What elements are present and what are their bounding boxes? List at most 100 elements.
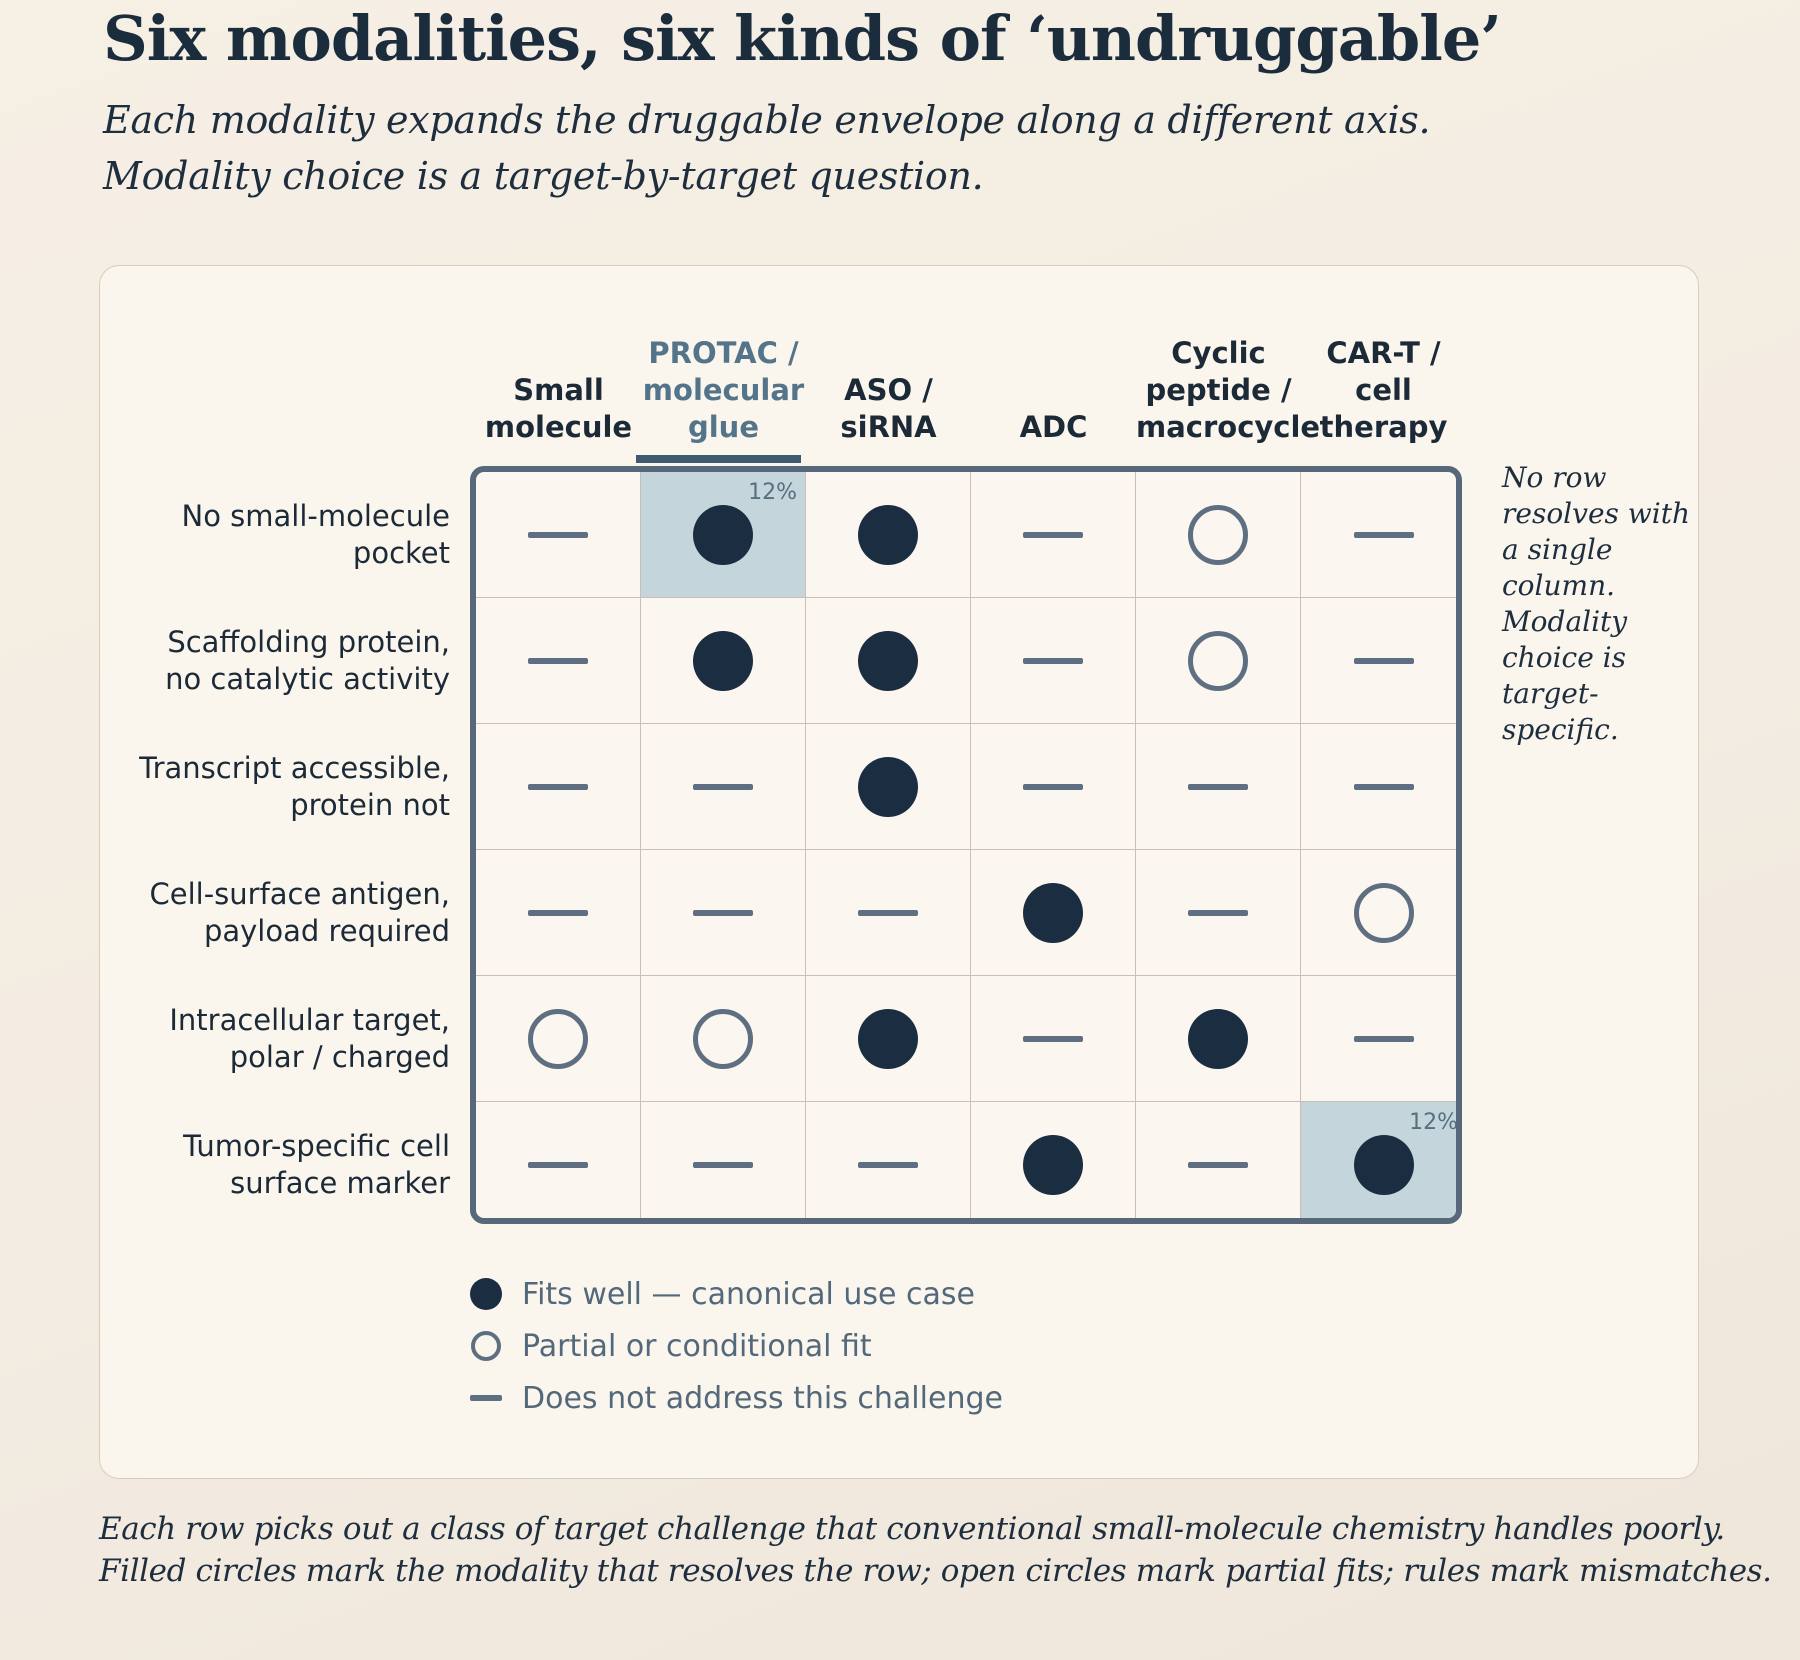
row-label-line: Scaffolding protein, [167, 625, 450, 659]
matrix-cell [806, 598, 971, 724]
matrix-cell [806, 850, 971, 976]
column-header-line: PROTAC / [648, 336, 799, 370]
matrix-cell [1301, 850, 1456, 976]
dash-mark [1188, 909, 1248, 916]
matrix-cell [971, 598, 1136, 724]
row-label-line: polar / charged [229, 1040, 450, 1074]
matrix-cell [476, 724, 641, 850]
column-header-line: ASO / [844, 373, 933, 407]
side-note: No row resolves with a single column. Mo… [1502, 461, 1691, 746]
row-label-line: payload required [203, 914, 450, 948]
legend-item-partial-fit: Partial or conditional fit [470, 1326, 872, 1366]
column-header-line: CAR-T / [1326, 336, 1441, 370]
column-header-line: therapy [1319, 410, 1448, 444]
matrix-cell [476, 850, 641, 976]
matrix-cell [476, 598, 641, 724]
column-highlight-bar [636, 455, 801, 463]
matrix-cell: 12% [641, 472, 806, 598]
matrix-cell [971, 850, 1136, 976]
column-header: ADC [971, 409, 1136, 446]
legend-item-fits-well: Fits well — canonical use case [470, 1274, 975, 1314]
column-header: Cyclic peptide / macrocycle [1136, 335, 1320, 446]
dash-mark [1188, 783, 1248, 790]
column-header-line: Cyclic [1171, 336, 1266, 370]
row-label-line: No small-molecule [181, 499, 450, 533]
legend-label: Fits well — canonical use case [522, 1276, 976, 1312]
dash-mark [858, 1162, 918, 1168]
row-label-line: Tumor-specific cell [183, 1129, 450, 1163]
filled-circle-mark [858, 756, 918, 817]
column-header-line: peptide / [1145, 373, 1292, 407]
matrix-cell [971, 472, 1136, 598]
matrix-cell [641, 976, 806, 1102]
matrix-cell [641, 1102, 806, 1218]
column-header-line: cell [1355, 373, 1412, 407]
filled-circle-mark [1023, 882, 1083, 943]
dash-mark [858, 909, 918, 916]
dash-mark [1353, 1035, 1414, 1042]
row-label-line: protein not [290, 788, 450, 822]
page-title: Six modalities, six kinds of ‘undruggabl… [103, 2, 1502, 75]
filled-circle-mark [858, 630, 918, 691]
filled-circle-mark [858, 1008, 918, 1069]
dash-mark [528, 1162, 588, 1168]
open-circle-mark [1188, 504, 1248, 565]
matrix-cell [641, 598, 806, 724]
row-label-line: no catalytic activity [165, 662, 450, 696]
dash-mark [1023, 531, 1083, 538]
matrix-cell [476, 976, 641, 1102]
open-circle-mark [1353, 882, 1414, 943]
matrix-cell [476, 1102, 641, 1218]
dash-mark [1023, 783, 1083, 790]
matrix-cell [971, 1102, 1136, 1218]
matrix-cell [1136, 976, 1301, 1102]
column-header: Small molecule [476, 372, 641, 446]
matrix-cell [1136, 598, 1301, 724]
dash-mark [528, 657, 588, 664]
modality-matrix: 12% 12% [470, 466, 1462, 1224]
matrix-cell [476, 472, 641, 598]
matrix-cell [1301, 976, 1456, 1102]
column-header-line: Small [513, 373, 604, 407]
filled-circle-mark [693, 504, 753, 565]
legend-label: Partial or conditional fit [522, 1328, 872, 1364]
highlight-percent-label: 12% [748, 480, 797, 505]
dash-mark [1188, 1162, 1248, 1168]
legend-label: Does not address this challenge [522, 1380, 1003, 1416]
open-circle-mark [528, 1008, 588, 1069]
filled-circle-mark [1353, 1135, 1414, 1195]
row-label: No small-molecule pocket [182, 498, 450, 572]
row-label-line: surface marker [230, 1166, 450, 1200]
dash-mark [1023, 1035, 1083, 1042]
figure-caption: Each row picks out a class of target cha… [99, 1508, 1772, 1592]
matrix-cell [1301, 724, 1456, 850]
dash-mark [1023, 657, 1083, 664]
column-header-line: molecule [484, 410, 633, 444]
row-label: Scaffolding protein, no catalytic activit… [165, 624, 450, 698]
row-label: Tumor-specific cell surface marker [183, 1128, 450, 1202]
open-circle-icon [470, 1329, 504, 1363]
filled-circle-mark [858, 504, 918, 565]
column-header-line: glue [687, 410, 759, 444]
row-label: Transcript accessible, protein not [139, 750, 450, 824]
dash-mark [528, 783, 588, 790]
subtitle-line: Each modality expands the druggable enve… [103, 98, 1431, 142]
matrix-cell [806, 472, 971, 598]
column-header: PROTAC / molecular glue [641, 335, 806, 446]
highlight-percent-label: 12% [1409, 1110, 1458, 1135]
matrix-cell [971, 976, 1136, 1102]
dash-mark [528, 909, 588, 916]
matrix-cell [1136, 724, 1301, 850]
open-circle-mark [1188, 630, 1248, 691]
caption-line: Each row picks out a class of target cha… [99, 1511, 1725, 1547]
filled-circle-mark [693, 630, 753, 691]
row-label-line: pocket [352, 536, 450, 570]
matrix-cell [1136, 850, 1301, 976]
column-header: CAR-T / cell therapy [1301, 335, 1466, 446]
column-header-line: ADC [1019, 410, 1088, 444]
matrix-cell [1301, 472, 1456, 598]
matrix-cell [1136, 1102, 1301, 1218]
matrix-cell: 12% [1301, 1102, 1458, 1218]
dash-mark [1353, 531, 1414, 538]
caption-line: Filled circles mark the modality that re… [99, 1553, 1772, 1589]
